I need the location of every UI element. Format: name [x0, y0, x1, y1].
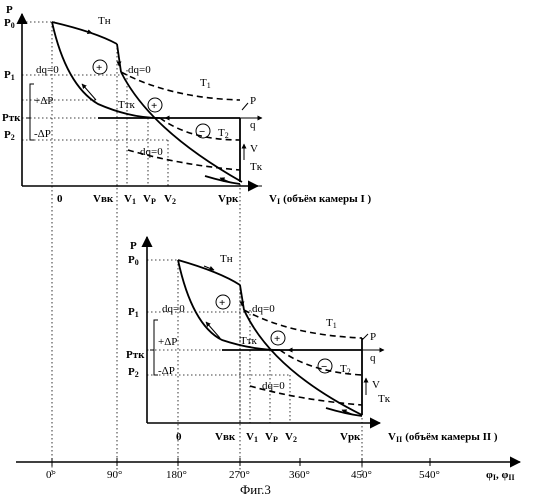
top-tick-vbk: Vвк: [93, 193, 114, 205]
bottom-ptk-label: Pтк: [126, 349, 145, 361]
bottom-tick-v2: V2: [285, 431, 297, 444]
top-p2-label: P2: [4, 129, 15, 142]
top-tick-v1: V1: [124, 193, 136, 206]
bottom-p1-label: P1: [128, 306, 139, 319]
phi-axis-label: φI, φII: [486, 469, 515, 482]
top-tick-vpk: Vрк: [218, 193, 239, 205]
top-t1-label: T1: [200, 77, 211, 90]
bottom-p-mark: P: [370, 331, 376, 343]
figure-caption: Фиг.3: [240, 482, 271, 497]
phi-tick-label-450: 450°: [351, 469, 372, 481]
bottom-tk-label: Tк: [378, 393, 391, 405]
top-dp-bracket: [26, 84, 34, 140]
bottom-p0-label: P0: [128, 254, 139, 267]
phi-tick-label-180: 180°: [166, 469, 187, 481]
bottom-dp-bracket: [150, 320, 158, 375]
top-tk-label: Tк: [250, 161, 263, 173]
bottom-dq-right: dq=0: [252, 303, 275, 315]
phi-tick-label-0: 0°: [46, 469, 56, 481]
top-tn-arrow: [82, 30, 92, 33]
top-t1-dashed: [121, 72, 240, 100]
top-plus-sign-2: +: [151, 100, 157, 112]
phi-axis: 0° 90° 180° 270° 360° 450° 540° φI, φII: [16, 458, 520, 482]
bottom-dq-left: dq=0: [162, 303, 185, 315]
top-p-arrow: [242, 103, 248, 110]
top-tn-label: Tн: [98, 15, 111, 27]
top-plus-sign-1: +: [96, 62, 102, 74]
phi-tick-label-360: 360°: [289, 469, 310, 481]
phi-tick-label-90: 90°: [107, 469, 122, 481]
top-q-mark: q: [250, 119, 256, 131]
top-ttk-label: Tтк: [118, 99, 136, 111]
bottom-diagram: + + − P P0 P1 Pтк P2 +ΔP -ΔP 0 Vвк V1 VP…: [126, 237, 498, 475]
top-y-axis-label: P: [6, 4, 13, 16]
bottom-plus-dp-label: +ΔP: [158, 336, 177, 348]
bottom-x-axis-label: VII(объём камеры II ): [388, 431, 498, 444]
top-v-mark: V: [250, 143, 258, 155]
top-tick-v2: V2: [164, 193, 176, 206]
bottom-minus-dp-label: -ΔP: [158, 365, 175, 377]
bottom-y-axis-label: P: [130, 240, 137, 252]
top-p0-label: P0: [4, 17, 15, 30]
top-tick-0: 0: [57, 193, 63, 205]
bottom-t1-label: T1: [326, 317, 337, 330]
bottom-plus-sign-1: +: [219, 297, 225, 309]
bottom-tick-vp: VP: [265, 431, 278, 444]
top-dq-lower: dq=0: [140, 146, 163, 158]
bottom-tn-label: Tн: [220, 253, 233, 265]
bottom-v-mark: V: [372, 379, 380, 391]
top-minus-dp-label: -ΔP: [34, 128, 51, 140]
top-x-axis-label: VI(объём камеры I ): [269, 193, 372, 206]
top-tick-vp: VP: [143, 193, 156, 206]
top-diagram: + + − P P0 P1 Pтк P2 +ΔP -ΔP 0 Vвк V1 VP…: [2, 4, 372, 475]
phi-tick-label-540: 540°: [419, 469, 440, 481]
top-p-mark: P: [250, 95, 256, 107]
top-t2-label: T2: [218, 127, 229, 140]
bottom-tick-v1: V1: [246, 431, 258, 444]
phi-tick-label-270: 270°: [229, 469, 250, 481]
top-ptk-label: Pтк: [2, 112, 21, 124]
bottom-p2-label: P2: [128, 366, 139, 379]
bottom-minus-sign: −: [321, 361, 327, 373]
top-p1-label: P1: [4, 69, 15, 82]
bottom-plus-sign-2: +: [274, 333, 280, 345]
bottom-t2-label: T2: [340, 363, 351, 376]
bottom-ttk-label: Tтк: [240, 335, 258, 347]
bottom-q-mark: q: [370, 352, 376, 364]
bottom-tick-0: 0: [176, 431, 182, 443]
top-plus-dp-label: +ΔP: [34, 95, 53, 107]
top-dq-left: dq=0: [36, 64, 59, 76]
bottom-tick-vbk: Vвк: [215, 431, 236, 443]
top-dq-right: dq=0: [128, 64, 151, 76]
bottom-tick-vpk: Vрк: [340, 431, 361, 443]
bottom-dq-lower: dq=0: [262, 380, 285, 392]
bottom-p-arrow: [362, 334, 368, 340]
top-minus-sign: −: [199, 126, 205, 138]
